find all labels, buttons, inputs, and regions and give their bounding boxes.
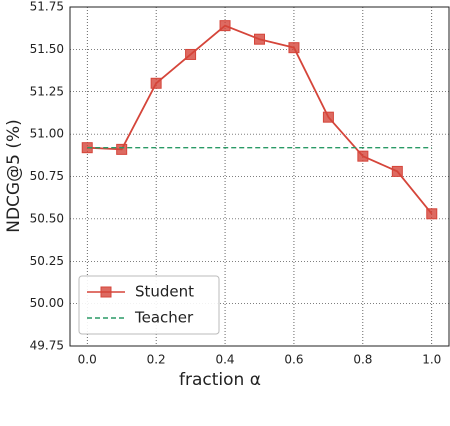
y-tick-label: 50.75 bbox=[30, 169, 64, 183]
marker bbox=[185, 48, 197, 60]
legend-label: Teacher bbox=[134, 309, 194, 327]
y-tick-label: 51.50 bbox=[30, 42, 64, 56]
marker bbox=[322, 111, 334, 123]
x-tick-label: 0.2 bbox=[147, 353, 166, 367]
y-tick-label: 51.00 bbox=[30, 127, 64, 141]
x-tick-label: 0.8 bbox=[353, 353, 372, 367]
marker bbox=[116, 143, 128, 155]
y-tick-label: 51.75 bbox=[30, 0, 64, 14]
y-tick-label: 50.50 bbox=[30, 211, 64, 225]
x-axis-label: fraction α bbox=[179, 370, 261, 390]
y-tick-label: 50.00 bbox=[30, 296, 64, 310]
marker bbox=[288, 42, 300, 54]
x-tick-label: 1.0 bbox=[422, 353, 441, 367]
y-axis-label: NDCG@5 (%) bbox=[4, 119, 24, 233]
legend-marker bbox=[100, 286, 112, 298]
y-tick-label: 50.25 bbox=[30, 254, 64, 268]
x-tick-label: 0.0 bbox=[78, 353, 97, 367]
legend-box bbox=[78, 275, 220, 335]
marker bbox=[357, 150, 369, 162]
plot-frame bbox=[69, 6, 450, 347]
x-tick-label: 0.4 bbox=[215, 353, 234, 367]
marker bbox=[254, 33, 265, 45]
y-tick-label: 49.75 bbox=[30, 339, 64, 353]
marker bbox=[219, 20, 231, 32]
y-tick-label: 51.25 bbox=[30, 84, 64, 98]
marker bbox=[391, 165, 403, 177]
x-tick-label: 0.6 bbox=[284, 353, 303, 367]
legend-label: Student bbox=[135, 283, 194, 301]
series-line bbox=[87, 24, 433, 215]
marker bbox=[150, 77, 162, 89]
marker bbox=[426, 208, 438, 220]
